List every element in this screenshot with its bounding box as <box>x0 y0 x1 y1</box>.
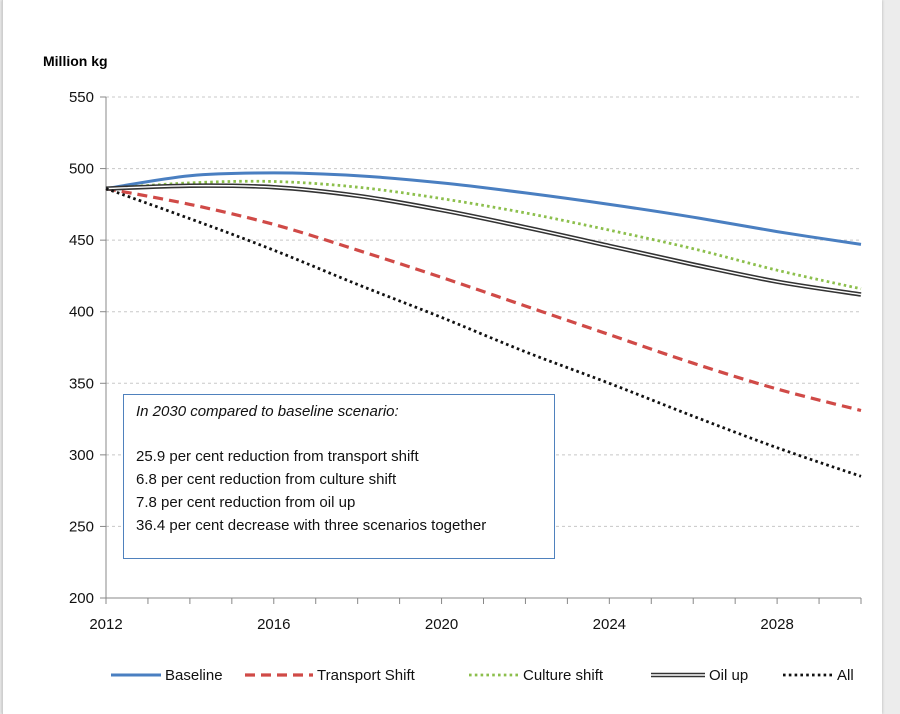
y-tick-label: 500 <box>69 161 94 178</box>
x-tick-label: 2016 <box>257 616 290 633</box>
y-tick-label: 550 <box>69 89 94 106</box>
x-tick-label: 2020 <box>425 616 458 633</box>
axes: 200 250 300 350 400 450 500 550 2012 2016 2020 2024… <box>69 89 862 633</box>
y-tick-label: 250 <box>69 518 94 535</box>
series-lines <box>105 171 862 478</box>
legend-label-transport-shift: Transport Shift <box>317 667 416 684</box>
series-line-oil-up <box>105 183 862 297</box>
legend: Baseline Transport Shift Culture shift Oil … <box>111 667 854 684</box>
x-tick-label: 2024 <box>593 616 626 633</box>
series-line-oil-up-inner <box>105 184 862 296</box>
y-tick-label: 300 <box>69 447 94 464</box>
series-line-culture-shift <box>105 179 862 291</box>
y-tick-label: 350 <box>69 375 94 392</box>
y-tick-label: 400 <box>69 304 94 321</box>
x-tick-label: 2012 <box>89 616 122 633</box>
y-tick-label: 200 <box>69 590 94 607</box>
annotation-line-all: 36.4 per cent decrease with three scenar… <box>136 517 487 534</box>
legend-label-oil-up: Oil up <box>709 667 748 684</box>
legend-label-baseline: Baseline <box>165 667 223 684</box>
series-line-oil-up-outer <box>105 183 862 297</box>
y-tick-label: 450 <box>69 232 94 249</box>
annotation-title: In 2030 compared to baseline scenario: <box>136 403 399 420</box>
annotation-line-oil: 7.8 per cent reduction from oil up <box>136 494 356 511</box>
legend-label-all: All <box>837 667 854 684</box>
series-line-baseline <box>105 171 862 246</box>
x-tick-label: 2028 <box>760 616 793 633</box>
annotation-line-transport: 25.9 per cent reduction from transport s… <box>136 448 419 465</box>
chart-frame: Million kg 200 250 300 350 400 450 500 550 2012 2… <box>2 0 882 714</box>
series-line-all <box>105 187 862 478</box>
annotation-line-culture: 6.8 per cent reduction from culture shif… <box>136 471 397 488</box>
annotation-box: In 2030 compared to baseline scenario: 2… <box>123 394 555 559</box>
y-unit-label: Million kg <box>43 53 108 69</box>
series-line-transport-shift <box>105 187 862 413</box>
legend-label-culture-shift: Culture shift <box>523 667 604 684</box>
